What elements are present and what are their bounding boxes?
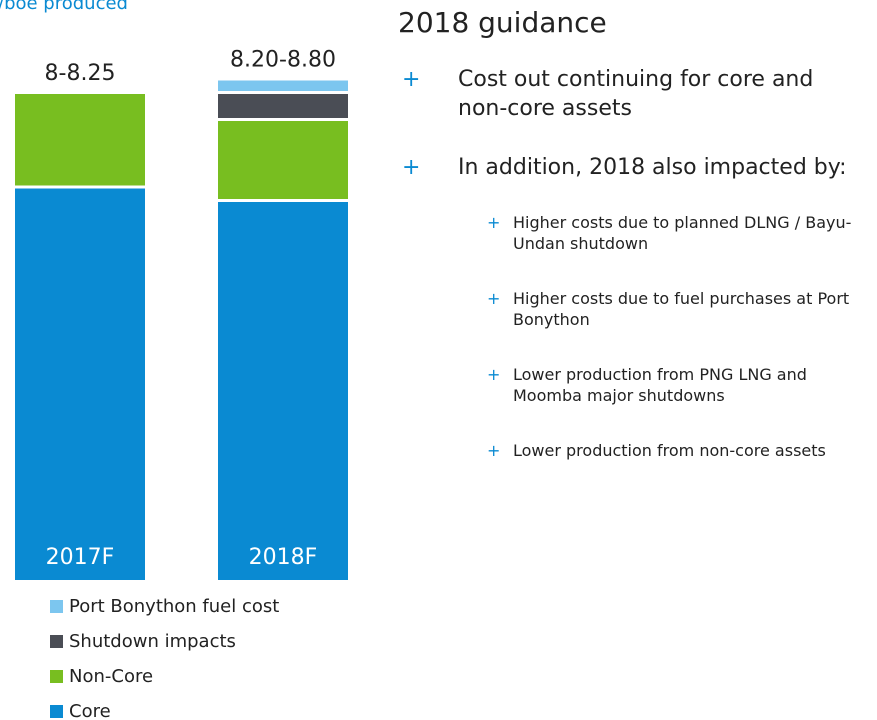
x-tick-label: 2018F (249, 545, 318, 570)
bar-segment (15, 188, 145, 580)
bullet: Cost out continuing for core and non-cor… (402, 65, 848, 123)
legend-swatch (50, 635, 63, 648)
bar-segment (218, 202, 348, 580)
guidance-title: 2018 guidance (398, 6, 607, 39)
bar-segment (218, 121, 348, 199)
total-label: 8-8.25 (45, 61, 116, 86)
legend-label: Non-Core (69, 666, 153, 687)
legend-label: Port Bonython fuel cost (69, 596, 279, 617)
legend-swatch (50, 600, 63, 613)
bar-segment (218, 94, 348, 118)
sub-bullet: Lower production from PNG LNG and Moomba… (487, 364, 863, 406)
guidance: 2018 guidance Cost out continuing for co… (398, 6, 868, 495)
bar-segment (15, 94, 145, 186)
bullet: In addition, 2018 also impacted by: (402, 153, 848, 182)
sub-bullet: Higher costs due to fuel purchases at Po… (487, 288, 863, 330)
legend-label: Core (69, 701, 111, 720)
total-label: 8.20-8.80 (230, 48, 336, 73)
legend-label: Shutdown impacts (69, 631, 236, 652)
bar-segment (218, 80, 348, 91)
sub-bullet: Higher costs due to planned DLNG / Bayu-… (487, 212, 863, 254)
chart-subtitle: /boe produced (0, 0, 128, 14)
legend-swatch (50, 705, 63, 718)
sub-bullet: Lower production from non-core assets (487, 440, 863, 461)
legend-swatch (50, 670, 63, 683)
x-tick-label: 2017F (46, 545, 115, 570)
